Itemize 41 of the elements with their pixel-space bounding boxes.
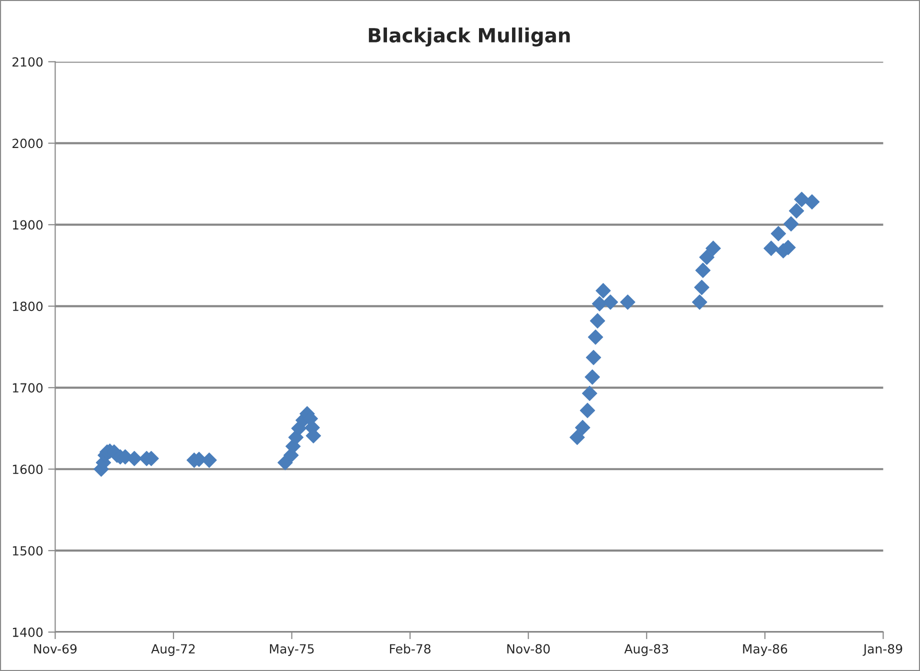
y-tick-label: 1500 (12, 546, 43, 556)
point (584, 369, 600, 385)
y-tick-label: 1800 (12, 302, 43, 312)
x-tick-label: Nov-80 (507, 644, 550, 654)
y-tick-label: 1600 (12, 464, 43, 474)
x-tick-label: Aug-72 (151, 644, 195, 656)
point (590, 313, 606, 328)
point (575, 420, 590, 436)
point (695, 262, 711, 278)
y-tick-label: 1400 (12, 628, 43, 638)
point (794, 192, 810, 208)
point (788, 203, 804, 218)
x-tick-label: May-86 (743, 644, 788, 656)
y-tick-label: 1700 (12, 383, 43, 393)
point (602, 294, 618, 310)
point (764, 240, 779, 256)
x-tick-label: Aug-83 (624, 644, 668, 656)
point (570, 430, 585, 445)
y-tick-label: 1900 (12, 220, 43, 230)
point (699, 250, 714, 265)
point (692, 294, 708, 310)
y-tick-label: 2100 (12, 57, 43, 67)
point (202, 452, 217, 468)
point (582, 386, 598, 401)
x-tick-label: May-75 (270, 644, 314, 656)
point (592, 296, 608, 312)
point (694, 280, 710, 296)
y-tick-label: 2000 (12, 138, 43, 148)
point (586, 350, 602, 366)
x-tick-label: Jan-89 (862, 644, 902, 656)
point (770, 226, 786, 242)
point (620, 294, 636, 310)
x-tick-label: Nov-69 (34, 644, 77, 654)
point (804, 194, 820, 210)
point (580, 402, 596, 418)
point (596, 283, 611, 298)
x-tick-label: Feb-78 (390, 644, 430, 654)
point (706, 240, 721, 256)
point (783, 216, 799, 232)
point (588, 329, 604, 345)
chart-title: Blackjack Mulligan (368, 28, 570, 46)
